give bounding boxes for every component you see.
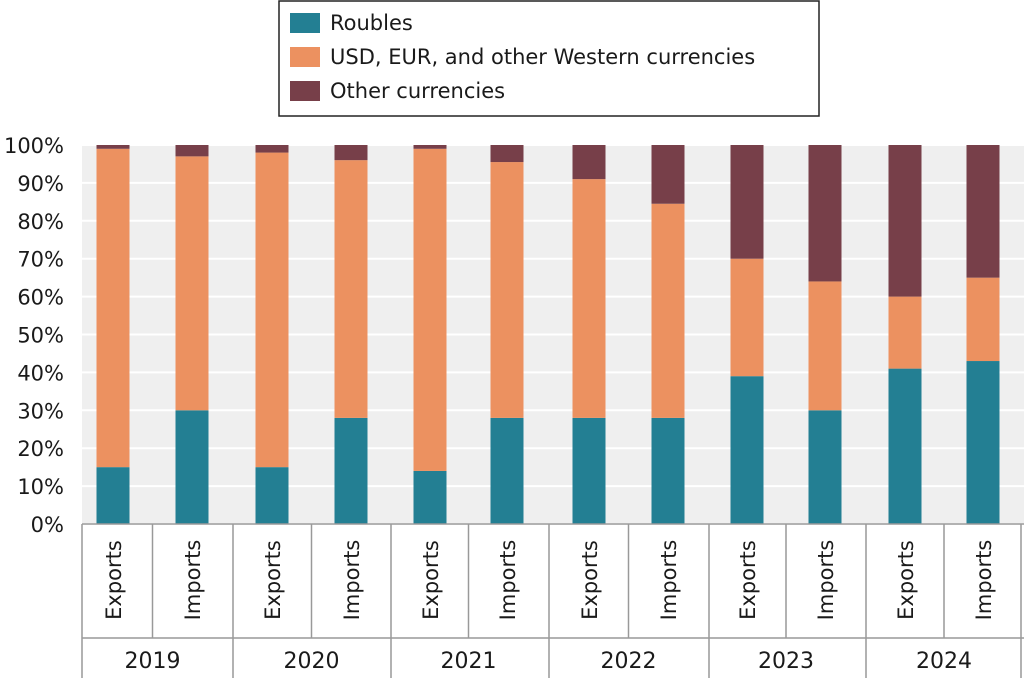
bar-other-2022-imports: [651, 145, 685, 204]
bar-usd-2021-imports: [490, 162, 524, 418]
bar-roubles-2023-exports: [730, 376, 764, 524]
y-tick-label: 40%: [17, 361, 64, 385]
y-tick-label: 0%: [31, 513, 64, 537]
bar-other-2023-imports: [808, 145, 842, 282]
bar-roubles-2022-exports: [572, 417, 606, 524]
y-tick-label: 70%: [17, 248, 64, 272]
year-label: 2023: [758, 649, 814, 674]
bar-roubles-2019-exports: [96, 467, 130, 524]
bar-roubles-2020-imports: [334, 417, 368, 524]
bar-roubles-2023-imports: [808, 410, 842, 524]
year-label: 2021: [441, 649, 497, 674]
bar-usd-2019-imports: [175, 156, 209, 411]
x-axis: Exports Imports Exports Imports Exports Impor…: [81, 523, 1024, 678]
legend-label: Other currencies: [330, 79, 505, 103]
bar-other-2020-imports: [334, 145, 368, 161]
y-tick-label: 90%: [17, 172, 64, 196]
bar-other-2024-exports: [888, 145, 922, 297]
y-tick-label: 10%: [17, 475, 64, 499]
bar-other-2022-exports: [572, 145, 606, 180]
x-tick-label: Exports: [261, 540, 285, 620]
x-tick-label: Imports: [181, 540, 205, 621]
bar-other-2020-exports: [255, 145, 289, 153]
x-tick-label: Imports: [340, 540, 364, 621]
bar-roubles-2020-exports: [255, 467, 289, 524]
bar-usd-2020-exports: [255, 152, 289, 468]
bar-roubles-2021-imports: [490, 417, 524, 524]
bar-other-2019-imports: [175, 145, 209, 157]
year-label: 2022: [601, 649, 657, 674]
bar-usd-2024-imports: [966, 277, 1000, 362]
x-tick-label: Imports: [972, 540, 996, 621]
year-label: 2019: [125, 649, 181, 674]
x-tick-label: Exports: [419, 540, 443, 620]
y-tick-label: 50%: [17, 324, 64, 348]
bar-roubles-2019-imports: [175, 410, 209, 524]
bar-usd-2022-exports: [572, 179, 606, 418]
bar-other-2023-exports: [730, 145, 764, 259]
x-tick-label: Imports: [814, 540, 838, 621]
bar-usd-2024-exports: [888, 296, 922, 369]
bar-usd-2023-imports: [808, 281, 842, 411]
bar-roubles-2021-exports: [413, 470, 447, 524]
year-label: 2024: [916, 649, 972, 674]
bar-usd-2019-exports: [96, 148, 130, 468]
y-tick-label: 20%: [17, 437, 64, 461]
x-tick-label: Exports: [894, 540, 918, 620]
y-tick-label: 30%: [17, 399, 64, 423]
bar-other-2019-exports: [96, 145, 130, 149]
bar-roubles-2022-imports: [651, 417, 685, 524]
year-label: 2020: [284, 649, 340, 674]
legend-swatch: [290, 47, 320, 67]
bar-roubles-2024-imports: [966, 361, 1000, 524]
legend-box: [278, 0, 820, 117]
x-tick-label: Imports: [657, 540, 681, 621]
y-tick-label: 60%: [17, 286, 64, 310]
x-tick-label: Exports: [736, 540, 760, 620]
legend-swatch: [290, 81, 320, 101]
bar-usd-2023-exports: [730, 258, 764, 377]
bar-usd-2021-exports: [413, 148, 447, 471]
plot-area: [82, 144, 1024, 525]
legend-swatch: [290, 13, 320, 33]
x-tick-label: Exports: [578, 540, 602, 620]
bar-usd-2020-imports: [334, 160, 368, 418]
y-axis: 0% 10% 20% 30% 40% 50% 60% 70% 80% 90% 100%: [4, 134, 64, 537]
bar-usd-2022-imports: [651, 203, 685, 418]
legend: Roubles USD, EUR, and other Western curre…: [278, 0, 820, 117]
legend-label: USD, EUR, and other Western currencies: [330, 45, 755, 69]
y-tick-label: 100%: [4, 134, 64, 158]
y-tick-label: 80%: [17, 210, 64, 234]
bar-other-2024-imports: [966, 145, 1000, 278]
bar-other-2021-imports: [490, 145, 524, 163]
bar-other-2021-exports: [413, 145, 447, 149]
x-tick-label: Exports: [102, 540, 126, 620]
bar-roubles-2024-exports: [888, 368, 922, 524]
legend-label: Roubles: [330, 11, 413, 35]
x-tick-label: Imports: [496, 540, 520, 621]
